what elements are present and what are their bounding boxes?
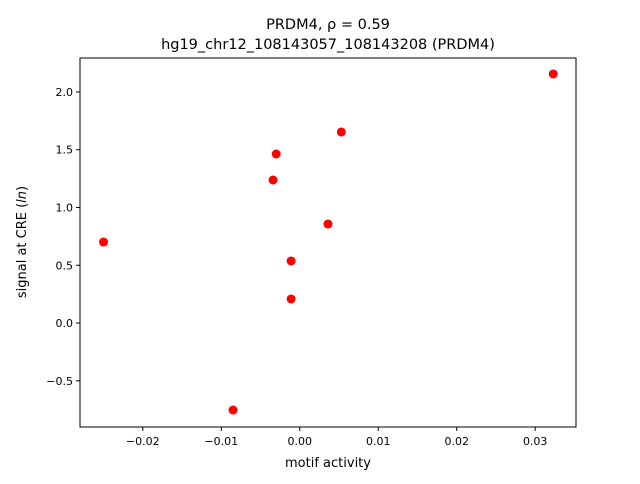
x-tick-label: 0.01	[366, 435, 391, 448]
x-tick-label: 0.00	[287, 435, 312, 448]
x-tick-label: −0.02	[126, 435, 160, 448]
y-tick-label: 0.5	[56, 259, 74, 272]
data-point	[323, 219, 333, 229]
y-tick-label: −0.5	[46, 375, 73, 388]
y-tick-label: 1.5	[56, 144, 74, 157]
x-tick-label: 0.03	[523, 435, 548, 448]
data-point	[228, 405, 238, 415]
data-point	[271, 149, 281, 159]
x-axis-label: motif activity	[285, 456, 371, 471]
y-tick-label: 0.0	[56, 317, 74, 330]
data-point	[268, 175, 278, 185]
y-tick-label: 2.0	[56, 86, 74, 99]
data-point	[548, 69, 558, 79]
data-point	[286, 256, 296, 266]
y-tick-label: 1.0	[56, 201, 74, 214]
data-point	[286, 294, 296, 304]
chart-title-line1: PRDM4, ρ = 0.59	[266, 17, 390, 33]
y-axis-label: signal at CRE (ln)	[15, 186, 30, 298]
x-tick-label: −0.01	[204, 435, 238, 448]
chart-title-line2: hg19_chr12_108143057_108143208 (PRDM4)	[161, 37, 495, 53]
data-point	[336, 127, 346, 137]
data-point	[99, 237, 109, 247]
x-tick-label: 0.02	[444, 435, 469, 448]
plot-frame	[79, 57, 577, 428]
